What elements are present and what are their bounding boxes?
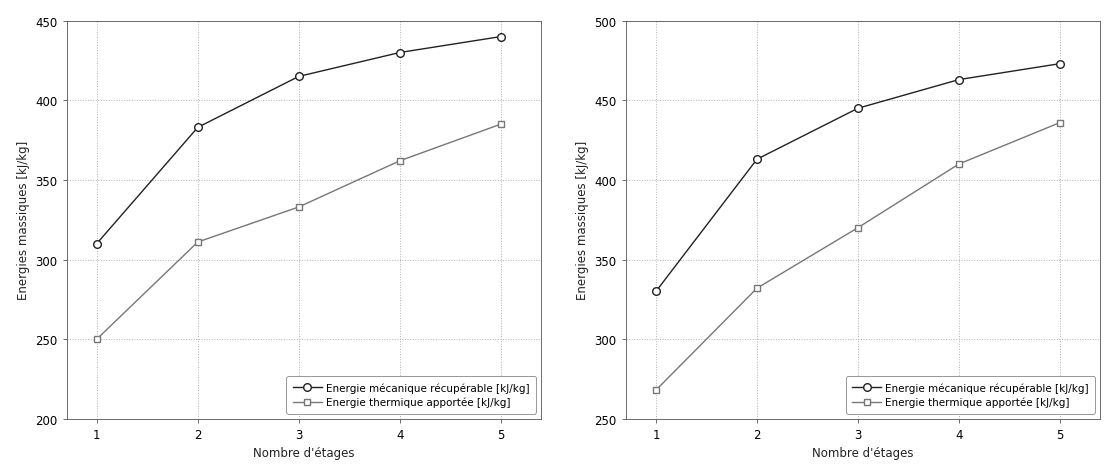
Energie thermique apportée [kJ/kg] — [851, 225, 865, 231]
Energie mécanique récupérable [kJ/kg] — [751, 157, 764, 163]
Energie mécanique récupérable [kJ/kg] — [393, 50, 407, 56]
Energie mécanique récupérable [kJ/kg] — [1053, 62, 1067, 68]
Energie thermique apportée [kJ/kg] — [953, 162, 966, 168]
Energie mécanique récupérable [kJ/kg] — [292, 74, 305, 80]
Line: Energie mécanique récupérable [kJ/kg]: Energie mécanique récupérable [kJ/kg] — [93, 34, 505, 248]
Line: Energie mécanique récupérable [kJ/kg]: Energie mécanique récupérable [kJ/kg] — [652, 61, 1063, 296]
Energie mécanique récupérable [kJ/kg] — [649, 289, 662, 295]
Energie thermique apportée [kJ/kg] — [1053, 120, 1067, 126]
Legend: Energie mécanique récupérable [kJ/kg], Energie thermique apportée [kJ/kg]: Energie mécanique récupérable [kJ/kg], E… — [846, 376, 1095, 414]
Energie thermique apportée [kJ/kg] — [90, 337, 104, 342]
Energie mécanique récupérable [kJ/kg] — [851, 106, 865, 112]
Energie thermique apportée [kJ/kg] — [649, 387, 662, 393]
Energie thermique apportée [kJ/kg] — [292, 205, 305, 210]
Energie mécanique récupérable [kJ/kg] — [191, 125, 204, 131]
Y-axis label: Energies massiques [kJ/kg]: Energies massiques [kJ/kg] — [576, 141, 589, 300]
Energie thermique apportée [kJ/kg] — [393, 159, 407, 164]
Energie thermique apportée [kJ/kg] — [751, 286, 764, 291]
Y-axis label: Energies massiques [kJ/kg]: Energies massiques [kJ/kg] — [17, 141, 30, 300]
Energie thermique apportée [kJ/kg] — [494, 122, 507, 128]
Legend: Energie mécanique récupérable [kJ/kg], Energie thermique apportée [kJ/kg]: Energie mécanique récupérable [kJ/kg], E… — [286, 376, 536, 414]
Energie mécanique récupérable [kJ/kg] — [494, 35, 507, 40]
Energie mécanique récupérable [kJ/kg] — [953, 78, 966, 83]
Line: Energie thermique apportée [kJ/kg]: Energie thermique apportée [kJ/kg] — [652, 120, 1063, 394]
Line: Energie thermique apportée [kJ/kg]: Energie thermique apportée [kJ/kg] — [94, 121, 504, 343]
Energie thermique apportée [kJ/kg] — [191, 239, 204, 245]
X-axis label: Nombre d'étages: Nombre d'étages — [254, 446, 354, 459]
Energie mécanique récupérable [kJ/kg] — [90, 241, 104, 247]
X-axis label: Nombre d'étages: Nombre d'étages — [812, 446, 914, 459]
